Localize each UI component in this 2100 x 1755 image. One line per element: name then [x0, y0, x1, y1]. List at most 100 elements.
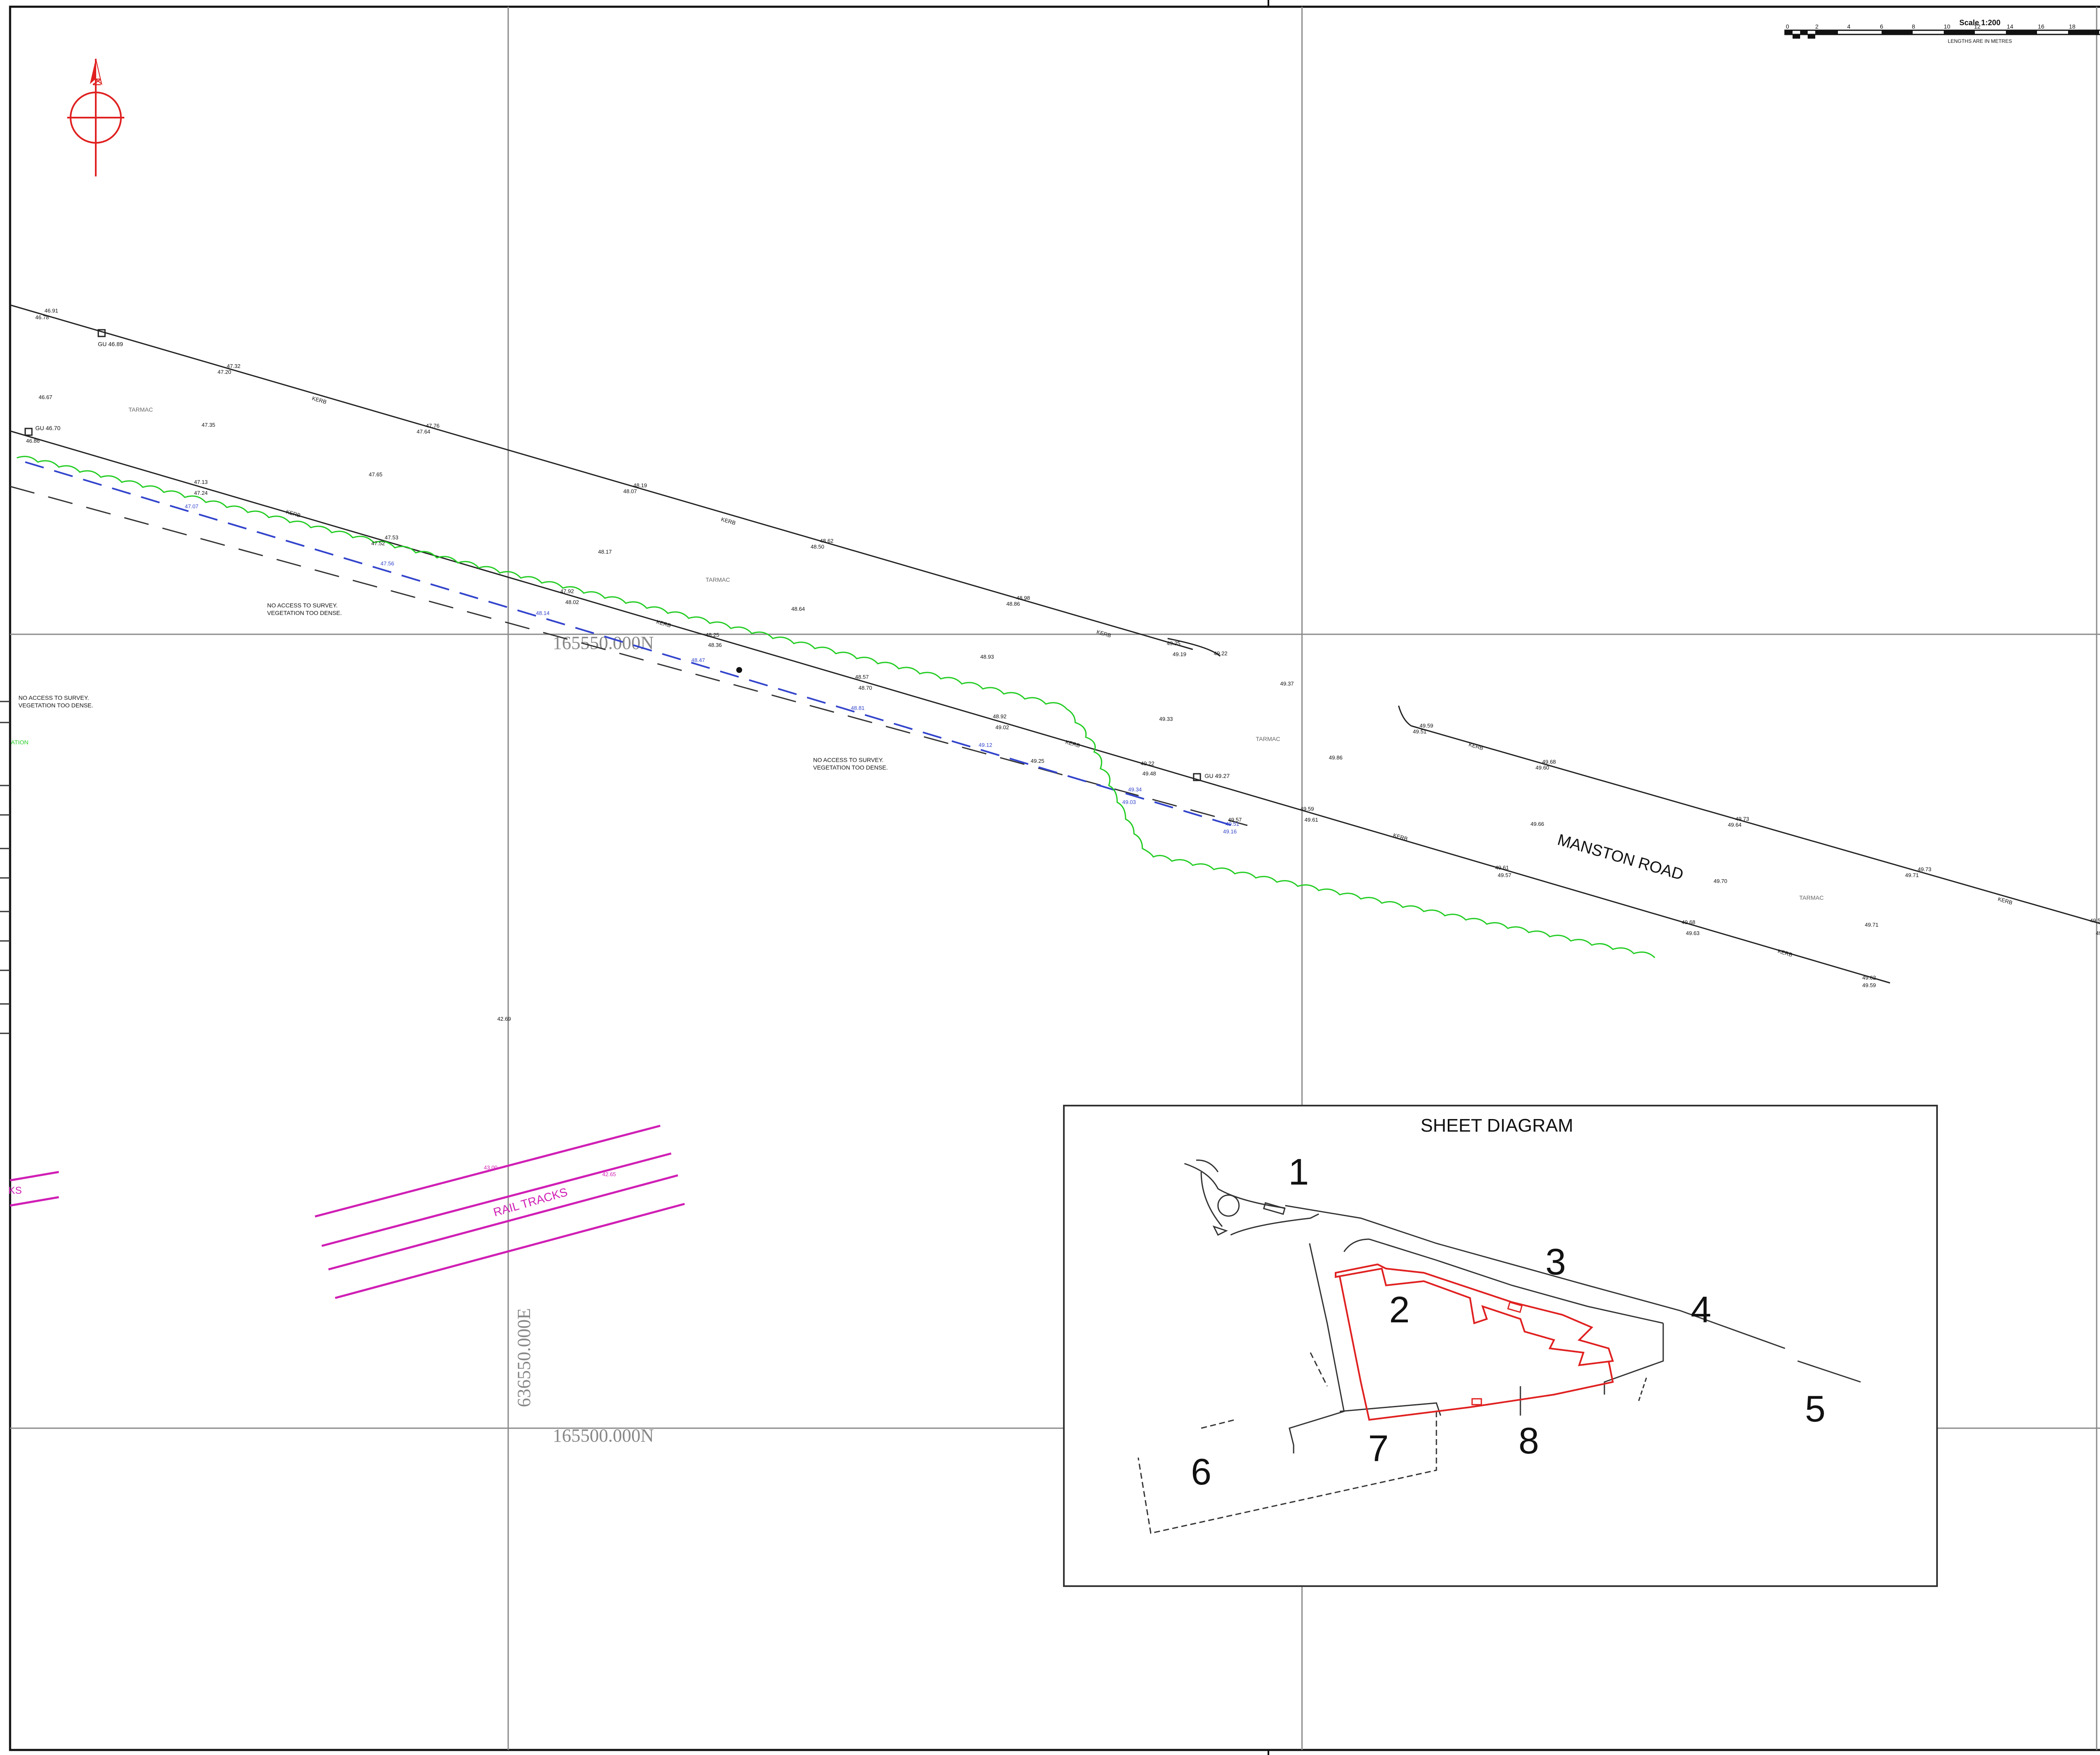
svg-text:49.70: 49.70	[1714, 878, 1727, 884]
scale-tick-18: 18	[2069, 23, 2076, 30]
grid-label-northing-1: 165550.000N	[553, 633, 654, 653]
svg-text:48.17: 48.17	[598, 549, 612, 555]
north-arrow-icon	[67, 58, 124, 176]
rail-spot-level-1: 43.00	[484, 1164, 498, 1171]
kerb-line-manston-north	[1411, 725, 2100, 925]
svg-text:46.67: 46.67	[39, 394, 52, 400]
svg-text:49.34: 49.34	[1128, 786, 1142, 793]
no-access-note-3-line1: NO ACCESS TO SURVEY.	[813, 757, 884, 763]
svg-text:47.32: 47.32	[227, 363, 241, 369]
north-arrow-label: N	[90, 78, 103, 86]
svg-text:49.19: 49.19	[1173, 651, 1186, 657]
svg-text:47.52: 47.52	[371, 540, 385, 546]
sheet-number-5: 5	[1805, 1388, 1826, 1429]
svg-text:49.22: 49.22	[1214, 650, 1228, 657]
sheet-number-8: 8	[1519, 1420, 1539, 1461]
svg-text:49.62: 49.62	[1862, 975, 1876, 981]
svg-text:48.25: 48.25	[706, 632, 719, 638]
svg-text:47.13: 47.13	[194, 479, 208, 485]
svg-text:46.91: 46.91	[45, 307, 58, 314]
rail-line-partial-2	[10, 1196, 59, 1207]
sheet-number-4: 4	[1691, 1289, 1712, 1330]
svg-text:49.22: 49.22	[1141, 760, 1155, 767]
no-access-note-2-line2: VEGETATION TOO DENSE.	[18, 702, 93, 709]
svg-text:49.37: 49.37	[1280, 680, 1294, 687]
svg-text:49.12: 49.12	[979, 742, 992, 748]
svg-text:49.73: 49.73	[1735, 816, 1749, 822]
scale-tick-6: 6	[1880, 23, 1883, 30]
kerb-line-upper-end	[1167, 638, 1221, 657]
kerb-lines	[10, 304, 2100, 984]
rail-line-4	[335, 1203, 685, 1299]
spot-level-misc-1: 42.69	[497, 1016, 511, 1022]
svg-text:49.71: 49.71	[1905, 872, 1919, 878]
sheet-number-1: 1	[1289, 1151, 1309, 1193]
no-access-note-3-line2: VEGETATION TOO DENSE.	[813, 764, 888, 771]
svg-text:47.92: 47.92	[560, 588, 574, 594]
svg-text:48.86: 48.86	[1006, 601, 1020, 607]
svg-text:49.57: 49.57	[1228, 817, 1242, 823]
rail-line-1	[315, 1124, 661, 1218]
spot-levels-blue-line: 47.07 47.56 48.14 48.47 48.81 49.12 49.3…	[185, 503, 1239, 835]
vegetation-edge-line	[16, 456, 1656, 959]
svg-text:48.47: 48.47	[691, 657, 705, 663]
svg-text:47.76: 47.76	[426, 423, 440, 429]
svg-text:49.16: 49.16	[1223, 828, 1237, 835]
rail-tracks-label-partial: KS	[8, 1185, 22, 1196]
dashed-boundary-line	[10, 486, 1248, 826]
svg-text:48.62: 48.62	[820, 538, 834, 544]
svg-text:48.50: 48.50	[811, 544, 824, 550]
no-access-note-2-line1: NO ACCESS TO SURVEY.	[18, 694, 89, 701]
svg-text:48.64: 48.64	[791, 606, 805, 612]
sheet-number-3: 3	[1546, 1241, 1566, 1282]
svg-text:48.57: 48.57	[855, 674, 869, 680]
scale-tick-14: 14	[2007, 23, 2013, 30]
scale-tick-2: 2	[1815, 23, 1819, 30]
grid-label-easting: 636550.000E	[514, 1308, 534, 1407]
svg-text:49.02: 49.02	[995, 724, 1009, 730]
scale-bar-subtitle: LENGTHS ARE IN METRES	[1948, 38, 2012, 44]
grid-label-northing-2: 165500.000N	[553, 1425, 654, 1446]
svg-text:48.36: 48.36	[708, 642, 722, 648]
rail-tracks	[10, 1124, 685, 1299]
vegetation-label-partial: ATION	[11, 739, 29, 746]
svg-text:48.02: 48.02	[565, 599, 579, 605]
svg-text:49.59: 49.59	[1420, 722, 1433, 729]
tarmac-label-2: TARMAC	[706, 576, 730, 583]
svg-text:49.64: 49.64	[1728, 822, 1742, 828]
svg-text:46.86: 46.86	[26, 438, 40, 444]
svg-text:49.25: 49.25	[1031, 758, 1045, 764]
gully-1-icon	[97, 329, 106, 337]
svg-text:48.14: 48.14	[536, 610, 550, 616]
svg-text:49.68: 49.68	[1682, 919, 1696, 925]
scale-tick-12: 12	[1974, 23, 1981, 30]
kerb-line-upper	[10, 304, 1193, 650]
scale-bar-title: Scale 1:200	[1959, 18, 2000, 27]
gully-pits	[24, 329, 1201, 781]
svg-text:48.93: 48.93	[980, 654, 994, 660]
gully-2-icon	[24, 428, 33, 436]
gully-3-icon	[1193, 773, 1201, 781]
sheet-diagram-title: SHEET DIAGRAM	[1420, 1115, 1573, 1136]
scale-tick-0: 0	[1786, 23, 1789, 30]
gully-2-label: GU 46.70	[35, 425, 60, 431]
rail-line-2	[321, 1152, 672, 1247]
svg-text:49.66: 49.66	[1530, 821, 1544, 827]
svg-text:49.25: 49.25	[1167, 640, 1181, 646]
gully-1-label: GU 46.89	[98, 341, 123, 347]
svg-text:49.03: 49.03	[1122, 799, 1136, 805]
svg-text:48.98: 48.98	[1016, 595, 1030, 601]
sheet-diagram-inset: SHEET DIAGRAM 1 2 3	[1063, 1105, 1938, 1587]
svg-text:47.24: 47.24	[194, 490, 208, 496]
sheet-diagram-frame	[1063, 1105, 1938, 1587]
spot-levels-upper-kerb: 46.91 46.78 47.32 47.20 47.76 47.64 48.1…	[35, 307, 1228, 657]
svg-text:47.07: 47.07	[185, 503, 199, 510]
svg-text:48.70: 48.70	[858, 685, 872, 691]
svg-text:49.51: 49.51	[1226, 821, 1239, 827]
survey-point-icon	[736, 667, 742, 673]
svg-text:49.61: 49.61	[1305, 817, 1318, 823]
left-edge-ticks	[0, 701, 10, 1034]
svg-text:46.78: 46.78	[35, 314, 49, 321]
svg-text:49.59: 49.59	[1300, 806, 1314, 812]
